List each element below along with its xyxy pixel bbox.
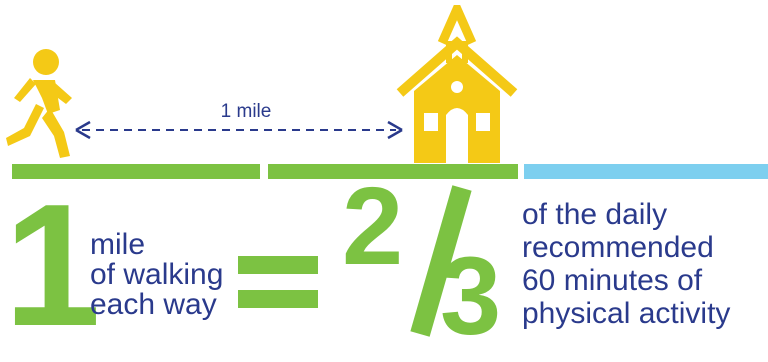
equals-sign xyxy=(238,256,318,308)
daily-line: of the daily xyxy=(522,198,668,231)
walking-person-icon xyxy=(6,49,72,158)
activity-description: of the daily recommended 60 minutes of p… xyxy=(522,198,762,330)
ground-bar-blue xyxy=(524,164,768,179)
numeral-one: 1 xyxy=(4,167,101,362)
recommended-line: recommended xyxy=(522,231,714,264)
physical-activity-line: physical activity xyxy=(522,297,731,330)
double-arrow-icon xyxy=(75,120,403,140)
school-house-icon xyxy=(396,5,518,163)
walking-line: of walking xyxy=(90,258,224,291)
each-way-line: each way xyxy=(90,288,217,321)
mile-description: mile of walking each way xyxy=(90,230,240,320)
distance-label: 1 mile xyxy=(220,101,272,122)
fraction-numerator: 2 xyxy=(342,184,403,288)
mile-line: mile xyxy=(90,228,146,261)
ground-bar-green-right xyxy=(268,164,518,179)
minutes-line: 60 minutes of xyxy=(522,264,703,297)
fraction-two-thirds: 2 3 xyxy=(342,184,501,341)
fraction-denominator: 3 xyxy=(440,235,501,341)
ground-bar-green-left xyxy=(12,164,260,179)
